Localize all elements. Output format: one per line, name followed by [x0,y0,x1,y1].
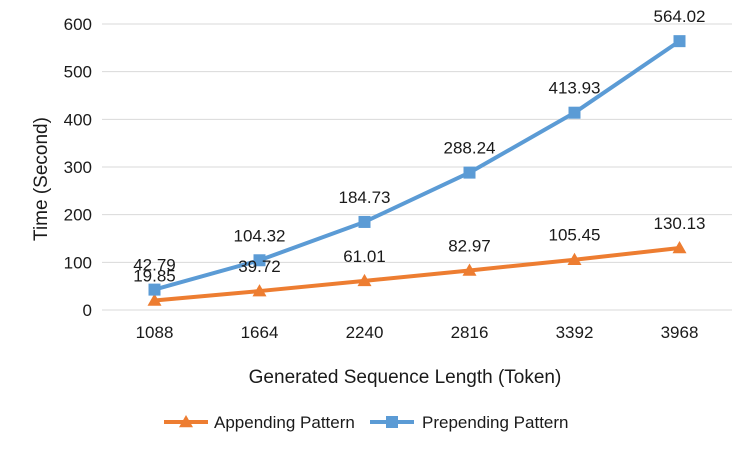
x-tick-label: 2240 [346,323,384,342]
x-tick-label: 3968 [661,323,699,342]
legend-marker-prepending [386,416,398,428]
series-markers [147,35,687,306]
y-tick-label: 200 [64,206,92,225]
data-label: 39.72 [238,257,281,276]
data-point-appending [357,273,372,287]
data-point-prepending [568,106,581,119]
data-label: 105.45 [549,226,601,245]
x-tick-label: 3392 [556,323,594,342]
legend: Appending Pattern Prepending Pattern [164,413,569,432]
data-point-prepending [463,166,476,179]
x-tick-label: 2816 [451,323,489,342]
data-point-prepending [673,35,686,48]
y-tick-label: 400 [64,110,92,129]
gridlines [102,23,732,311]
x-tick-label: 1664 [241,323,279,342]
series-line-prepending [152,39,682,292]
data-label: 288.24 [444,139,496,158]
data-point-appending [567,252,582,265]
legend-label-appending: Appending Pattern [214,413,355,432]
data-label: 413.93 [549,79,601,98]
data-point-prepending [148,283,161,296]
legend-label-prepending: Prepending Pattern [422,413,569,432]
data-point-appending [147,293,162,306]
series-line-appending [152,245,682,303]
data-label: 42.79 [133,256,176,275]
x-axis-title: Generated Sequence Length (Token) [249,367,562,388]
series-lines [152,39,682,303]
y-tick-label: 300 [64,158,92,177]
y-axis-ticks: 0 100 200 300 400 500 600 [64,15,92,320]
data-point-appending [252,284,267,297]
data-label: 564.02 [654,7,706,26]
y-tick-label: 500 [64,63,92,82]
data-point-appending [462,263,477,276]
data-label: 130.13 [654,214,706,233]
data-label: 82.97 [448,236,491,255]
data-label: 61.01 [343,247,386,266]
data-point-prepending [253,254,266,267]
x-tick-label: 1088 [136,323,174,342]
data-label: 184.73 [339,188,391,207]
x-axis-ticks: 1088 1664 2240 2816 3392 3968 [136,323,699,342]
y-axis-title: Time (Second) [31,117,52,241]
y-tick-label: 600 [64,15,92,34]
data-label: 19.85 [133,267,176,286]
legend-marker-appending [179,415,193,428]
data-labels: 19.85 39.72 61.01 82.97 105.45 130.13 42.79 104… [133,7,705,285]
data-label: 104.32 [234,226,286,245]
data-point-prepending [358,215,371,228]
data-point-appending [672,240,687,254]
y-tick-label: 100 [64,253,92,272]
y-tick-label: 0 [83,301,92,320]
